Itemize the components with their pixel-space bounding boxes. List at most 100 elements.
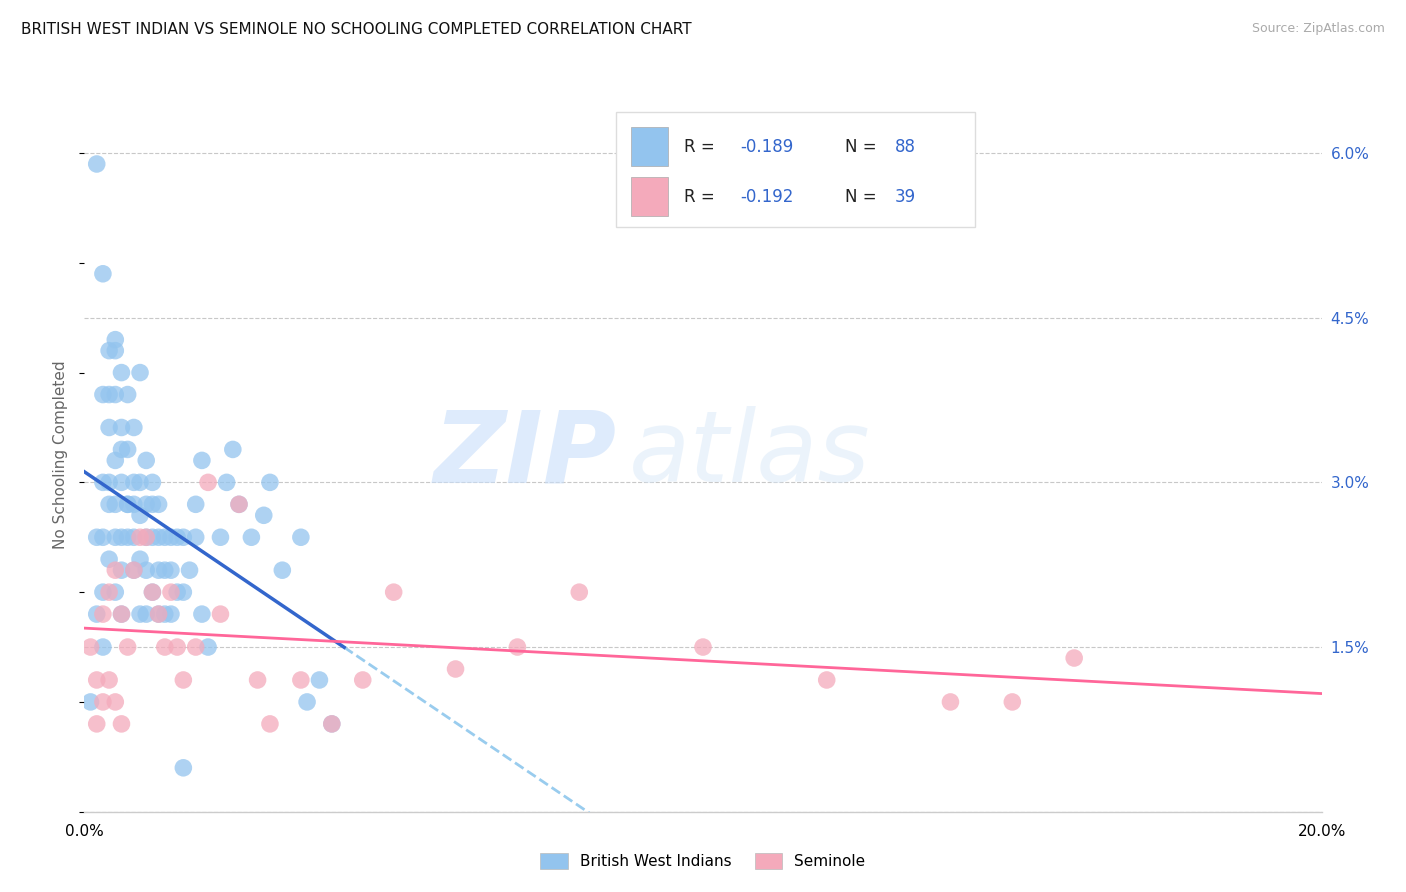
Point — [110, 420, 132, 434]
Point — [117, 442, 139, 457]
Point — [197, 640, 219, 654]
Point — [91, 607, 114, 621]
Point — [172, 761, 194, 775]
Point — [98, 552, 121, 566]
Point — [91, 267, 114, 281]
Point — [160, 585, 183, 599]
Point — [141, 497, 163, 511]
Point — [79, 640, 101, 654]
Point — [104, 497, 127, 511]
Point — [129, 475, 152, 490]
Point — [122, 475, 145, 490]
Point — [382, 585, 405, 599]
Point — [104, 333, 127, 347]
Point — [209, 530, 232, 544]
Point — [148, 497, 170, 511]
Point — [191, 453, 214, 467]
Point — [98, 585, 121, 599]
Point — [259, 475, 281, 490]
Point — [215, 475, 238, 490]
Point — [568, 585, 591, 599]
Point — [104, 585, 127, 599]
Point — [148, 607, 170, 621]
Legend: British West Indians, Seminole: British West Indians, Seminole — [534, 847, 872, 875]
Point — [86, 607, 108, 621]
Point — [98, 387, 121, 401]
Point — [148, 607, 170, 621]
Point — [91, 640, 114, 654]
Text: -0.189: -0.189 — [740, 137, 793, 155]
Text: R =: R = — [685, 187, 720, 205]
Point — [153, 530, 176, 544]
Point — [135, 530, 157, 544]
Point — [692, 640, 714, 654]
Text: R =: R = — [685, 137, 720, 155]
Point — [91, 695, 114, 709]
Point — [141, 585, 163, 599]
Text: atlas: atlas — [628, 407, 870, 503]
Point — [110, 607, 132, 621]
Point — [166, 530, 188, 544]
Point — [166, 640, 188, 654]
Point — [104, 453, 127, 467]
Point — [506, 640, 529, 654]
Point — [122, 563, 145, 577]
Point — [160, 563, 183, 577]
Point — [117, 387, 139, 401]
FancyBboxPatch shape — [616, 112, 976, 227]
Point — [129, 508, 152, 523]
Point — [290, 530, 312, 544]
Point — [104, 530, 127, 544]
Text: N =: N = — [845, 137, 882, 155]
Point — [1063, 651, 1085, 665]
Text: -0.192: -0.192 — [740, 187, 793, 205]
Point — [129, 552, 152, 566]
Point — [141, 475, 163, 490]
Text: 88: 88 — [894, 137, 915, 155]
Point — [308, 673, 330, 687]
Point — [122, 420, 145, 434]
Point — [104, 387, 127, 401]
Point — [110, 442, 132, 457]
Point — [153, 640, 176, 654]
Point — [228, 497, 250, 511]
Point — [172, 673, 194, 687]
Point — [86, 530, 108, 544]
Point — [444, 662, 467, 676]
Point — [939, 695, 962, 709]
Point — [91, 530, 114, 544]
Point — [172, 530, 194, 544]
Point — [129, 530, 152, 544]
Point — [129, 366, 152, 380]
Point — [166, 585, 188, 599]
Point — [321, 717, 343, 731]
Point — [253, 508, 276, 523]
Point — [153, 607, 176, 621]
Point — [160, 607, 183, 621]
Point — [129, 607, 152, 621]
Point — [160, 530, 183, 544]
Point — [91, 387, 114, 401]
Point — [122, 530, 145, 544]
Point — [86, 157, 108, 171]
Point — [197, 475, 219, 490]
Point — [122, 497, 145, 511]
Point — [815, 673, 838, 687]
Point — [295, 695, 318, 709]
Point — [98, 497, 121, 511]
Point — [179, 563, 201, 577]
Point — [259, 717, 281, 731]
Point — [135, 563, 157, 577]
Point — [104, 563, 127, 577]
Text: Source: ZipAtlas.com: Source: ZipAtlas.com — [1251, 22, 1385, 36]
Point — [86, 717, 108, 731]
Point — [240, 530, 263, 544]
FancyBboxPatch shape — [631, 127, 668, 166]
Point — [86, 673, 108, 687]
Point — [135, 607, 157, 621]
Point — [184, 530, 207, 544]
Y-axis label: No Schooling Completed: No Schooling Completed — [53, 360, 69, 549]
Point — [110, 563, 132, 577]
Point — [91, 585, 114, 599]
Point — [290, 673, 312, 687]
